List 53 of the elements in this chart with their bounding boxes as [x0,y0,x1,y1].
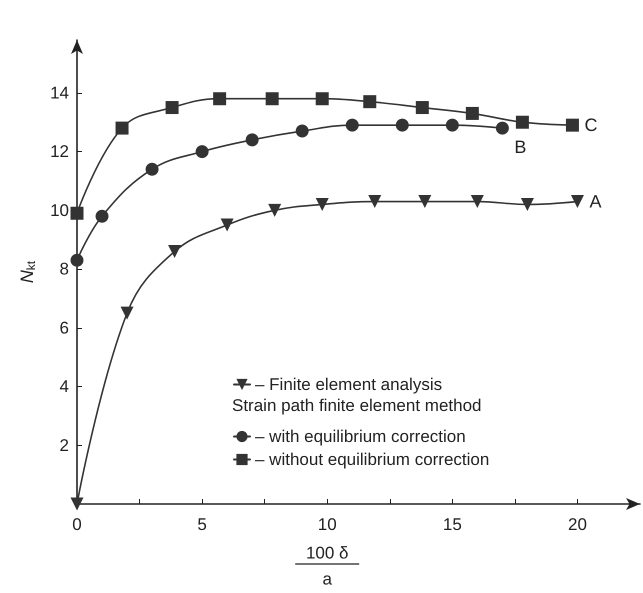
y-tick-label: 12 [50,142,69,162]
legend-label: – Finite element analysis [255,375,442,394]
x-tick-label: 5 [197,515,207,534]
point [116,122,129,135]
annotation: C [584,115,598,136]
point [396,118,409,132]
x-tick-label: 10 [318,515,337,534]
x-tick-label: 20 [568,515,587,534]
legend-label: – without equilibrium correction [255,450,490,469]
annotation: Strain path finite element method [232,396,482,415]
y-tick-label: 2 [60,436,69,455]
legend-label: – with equilibrium correction [255,427,466,446]
point [168,244,182,258]
x-axis-title: 100 δ a [306,544,349,588]
y-tick-label: 14 [50,83,69,102]
x-tick-label: 0 [72,515,82,534]
point [266,92,279,106]
point [346,118,359,132]
point [466,106,479,120]
point [316,92,329,106]
point [96,210,109,223]
annotation: B [514,137,526,158]
y-tick-label: 10 [50,200,69,220]
point [470,195,484,208]
point [146,162,159,176]
point [516,116,529,129]
y-tick-label: 4 [60,377,69,396]
y-axis-title: Nkt [17,260,38,284]
point [570,195,584,208]
point [566,118,579,132]
point [316,198,329,211]
point [166,101,179,114]
point [268,204,282,217]
point [213,92,226,106]
point [120,306,134,320]
point [196,145,209,158]
x-tick-label: 15 [442,515,462,534]
annotation: A [589,192,602,212]
point [70,254,84,267]
point [363,95,376,108]
point [220,218,234,232]
point [246,133,259,146]
point [296,124,309,138]
point [368,195,382,208]
point [416,101,429,114]
point [446,118,459,132]
point [496,122,509,135]
y-tick-label: 6 [60,318,69,338]
point [70,498,84,510]
y-tick-label: 8 [60,260,69,279]
point [418,195,432,208]
point [520,198,534,211]
point [70,206,84,220]
